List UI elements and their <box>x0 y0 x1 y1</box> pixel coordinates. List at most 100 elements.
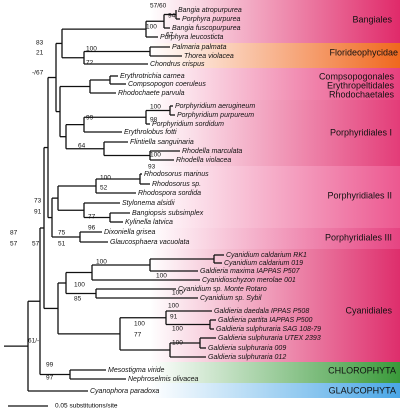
support-value: 21 <box>36 50 44 57</box>
taxon-label: Porphyra leucosticta <box>160 34 224 41</box>
taxon-label: Flintiella sanguinaria <box>130 139 194 146</box>
clade-band <box>150 166 400 228</box>
taxon-label: Kylinella latvica <box>125 219 173 226</box>
support-value: 100 <box>172 326 183 333</box>
taxon-label: Chondrus crispus <box>150 61 205 68</box>
scale-bar-label: 0.05 substitutions/site <box>55 403 118 410</box>
support-value: 91 <box>34 209 42 216</box>
taxon-label: Cyanidium sp. Monte Rotaro <box>178 286 267 293</box>
taxon-label: Compsopogon coeruleus <box>128 81 206 88</box>
support-value: 57 <box>32 241 40 248</box>
support-value: 100 <box>96 259 107 266</box>
support-value: 83 <box>36 40 44 47</box>
support-value: 98 <box>150 117 158 124</box>
support-value: 100 <box>168 303 179 310</box>
taxon-label: Galdieria partita IAPPAS P500 <box>218 317 313 324</box>
taxon-label: Rhodochaete parvula <box>118 90 185 97</box>
clade-label: Porphyridiales I <box>330 127 392 137</box>
taxon-label: Galdieria sulphuraria 012 <box>208 354 286 361</box>
taxon-label: Galdieria daedala IPPAS P508 <box>214 308 309 315</box>
support-value: 77 <box>88 214 96 221</box>
taxon-label: Mesostigma viride <box>108 367 165 374</box>
clade-label: Bangiales <box>352 14 392 24</box>
support-value: 100 <box>156 273 167 280</box>
clade-label: Porphyridiales III <box>325 232 392 242</box>
clade-label: Porphyridiales II <box>327 190 392 200</box>
support-value: 100 <box>172 340 183 347</box>
clade-band <box>150 0 400 43</box>
support-value: 57/60 <box>150 3 167 10</box>
taxon-label: Galdieria sulphuraria 009 <box>208 345 286 352</box>
support-value: 99 <box>86 115 94 122</box>
taxon-label: Porphyridium sordidum <box>152 121 224 128</box>
support-value: 73 <box>34 198 42 205</box>
taxon-label: Thorea violacea <box>184 53 234 60</box>
taxon-label: Palmaria palmata <box>172 44 227 51</box>
taxon-label: Galdieria sulphuraria SAG 108-79 <box>216 326 321 333</box>
taxon-label: Galdieria sulphuraria UTEX 2393 <box>218 335 321 342</box>
support-value: 77 <box>134 332 142 339</box>
support-value: 100 <box>86 46 97 53</box>
support-value: 51 <box>58 241 66 248</box>
taxon-label: Nephroselmis olivacea <box>128 376 199 383</box>
support-value: 94 <box>168 13 176 20</box>
clade-label: Florideophycidae <box>329 47 398 57</box>
taxon-label: Porphyridium aerugineum <box>175 103 255 110</box>
clade-band <box>150 100 400 166</box>
clade-label: Cyanidiales <box>345 305 392 315</box>
taxon-label: Glaucosphaera vacuolata <box>110 239 189 246</box>
support-value: 91 <box>170 314 178 321</box>
support-value: 64 <box>78 143 86 150</box>
taxon-label: Cyanidioschyzon merolae 001 <box>202 277 296 284</box>
clade-band <box>150 383 400 398</box>
clade-band <box>150 43 400 68</box>
taxon-label: Dixoniella grisea <box>104 229 155 236</box>
support-value: 52 <box>100 185 108 192</box>
clade-band <box>150 68 400 100</box>
support-value: -/67 <box>32 70 44 77</box>
support-value: 97 <box>46 375 54 382</box>
taxon-label: Bangiopsis subsimplex <box>132 210 204 217</box>
support-value: 67 <box>166 32 174 39</box>
taxon-label: Bangia fuscopurpurea <box>172 25 241 32</box>
clade-band <box>150 228 400 249</box>
taxon-label: Galdieria maxima IAPPAS P507 <box>200 268 301 275</box>
taxon-label: Porphyra purpurea <box>182 16 240 23</box>
clade-label: CHLOROPHYTA <box>328 365 396 375</box>
support-value: 100 <box>150 152 161 159</box>
support-value: 87 <box>10 230 18 237</box>
taxon-label: Cyanidium caldarium RK1 <box>226 252 307 259</box>
clade-label: Erythropeltidales <box>327 80 395 90</box>
clade-band <box>150 362 400 383</box>
support-value: 99 <box>46 362 54 369</box>
support-value: 85 <box>74 296 82 303</box>
taxon-label: Rhodosorus sp. <box>152 181 201 188</box>
taxon-label: Rhodella violacea <box>176 157 231 164</box>
clade-label: GLAUCOPHYTA <box>329 385 396 395</box>
taxon-label: Rhodosorus marinus <box>144 171 209 178</box>
taxon-label: Porphyridium purpureum <box>177 112 254 119</box>
support-value: 100 <box>172 290 183 297</box>
support-value: 100 <box>100 175 111 182</box>
support-value: 57 <box>10 241 18 248</box>
taxon-label: Cyanidium caldarium 019 <box>224 260 303 267</box>
support-value: 75 <box>58 230 66 237</box>
support-value: 96 <box>88 225 96 232</box>
support-value: 100 <box>134 321 145 328</box>
taxon-label: Stylonema alsidii <box>122 200 175 207</box>
taxon-label: Cyanidium sp. Sybil <box>200 295 262 302</box>
taxon-label: Rhodella marculata <box>182 148 242 155</box>
support-value: 93 <box>148 164 156 171</box>
clade-label: Compsopogonales <box>319 71 395 81</box>
support-value: 100 <box>74 282 85 289</box>
support-value: 61/- <box>28 338 39 345</box>
taxon-label: Cyanophora paradoxa <box>90 388 159 395</box>
support-value: 100 <box>146 24 157 31</box>
taxon-label: Erythrotrichia carnea <box>120 73 185 80</box>
taxon-label: Erythrolobus fotti <box>124 129 177 136</box>
clade-label: Rhodochaetales <box>329 89 395 99</box>
support-value: 72 <box>86 60 94 67</box>
taxon-label: Bangia atropurpurea <box>178 7 242 14</box>
taxon-label: Rhodospora sordida <box>138 190 201 197</box>
